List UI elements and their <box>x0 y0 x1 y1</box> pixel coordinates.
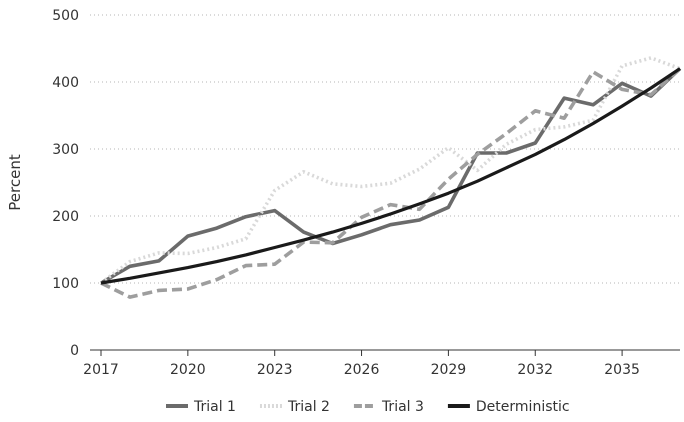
series-line-deterministic <box>100 67 681 285</box>
x-tick-label: 2026 <box>344 362 380 378</box>
y-axis-title: Percent <box>6 154 24 211</box>
legend-item: Deterministic <box>447 399 570 415</box>
axes: 0 100 200 300 400 500 2017 2020 2023 2026 2029 2032… <box>52 8 680 378</box>
x-tick-label: 2023 <box>257 362 293 378</box>
x-tick-label: 2017 <box>83 362 119 378</box>
y-tick-label: 500 <box>52 8 79 24</box>
x-tick-label: 2029 <box>431 362 467 378</box>
legend-label: Trial 2 <box>287 399 330 415</box>
legend-item: Trial 2 <box>259 399 330 415</box>
y-tick-label: 400 <box>52 75 79 91</box>
y-tick-label: 100 <box>52 276 79 292</box>
y-tick-label: 0 <box>70 343 79 359</box>
x-tick-label: 2020 <box>170 362 206 378</box>
y-tick-label: 200 <box>52 209 79 225</box>
series-line-trial-3 <box>100 67 682 299</box>
series-line-trial-2 <box>99 56 681 285</box>
legend-label: Deterministic <box>476 399 570 415</box>
legend: Trial 1 Trial 2 Trial 3 Deterministic <box>166 399 570 415</box>
y-tick-label: 300 <box>52 142 79 158</box>
series-lines <box>99 56 682 299</box>
legend-item: Trial 1 <box>166 399 236 415</box>
series-line-trial-1 <box>100 67 682 285</box>
legend-label: Trial 3 <box>381 399 424 415</box>
legend-item: Trial 3 <box>353 399 424 415</box>
x-tick-label: 2035 <box>604 362 640 378</box>
legend-label: Trial 1 <box>193 399 236 415</box>
x-tick-label: 2032 <box>517 362 553 378</box>
